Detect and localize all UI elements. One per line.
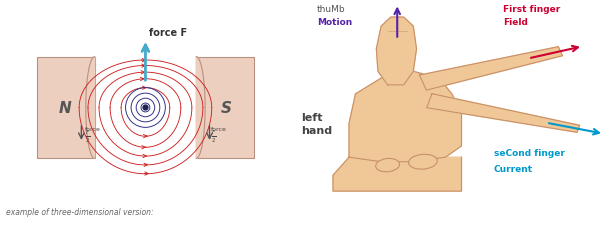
Text: force: force (211, 126, 227, 131)
Text: Field: Field (503, 18, 528, 27)
Text: Motion: Motion (317, 18, 352, 27)
Text: example of three-dimensional version:: example of three-dimensional version: (6, 207, 154, 216)
Text: $\frac{F}{2}$: $\frac{F}{2}$ (211, 128, 216, 145)
FancyBboxPatch shape (37, 57, 95, 159)
Ellipse shape (376, 159, 399, 172)
Polygon shape (333, 158, 462, 191)
Text: First finger: First finger (503, 4, 561, 13)
Text: thuMb: thuMb (317, 4, 345, 13)
Text: N: N (58, 101, 71, 115)
Polygon shape (349, 72, 462, 162)
Polygon shape (419, 47, 562, 91)
Text: force F: force F (148, 28, 187, 38)
FancyBboxPatch shape (196, 57, 254, 159)
Text: Current: Current (493, 164, 533, 173)
Text: left
hand: left hand (301, 112, 332, 135)
Text: force: force (85, 126, 101, 131)
Circle shape (144, 106, 147, 110)
Polygon shape (86, 57, 95, 159)
Polygon shape (196, 57, 205, 159)
Polygon shape (427, 94, 579, 133)
Polygon shape (376, 18, 416, 86)
Ellipse shape (408, 155, 438, 169)
Text: S: S (221, 101, 231, 115)
Text: $\frac{F}{2}$: $\frac{F}{2}$ (85, 128, 90, 145)
Text: seCond finger: seCond finger (493, 148, 564, 157)
